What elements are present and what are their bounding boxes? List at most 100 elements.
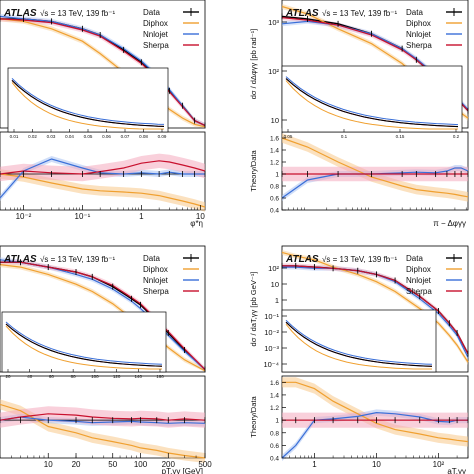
x-tick-label: 10⁻¹ <box>75 212 91 221</box>
ratio-y-tick-label: 0.4 <box>270 208 279 215</box>
x-tick-label: 200 <box>162 460 176 469</box>
inset-tick-label: 0.01 <box>10 134 19 139</box>
band-diphox <box>0 16 205 128</box>
ratio-y-tick-label: 1.4 <box>270 392 279 399</box>
inset-tick-label: 160 <box>156 374 164 379</box>
energy-label: √s = 13 TeV, 139 fb⁻¹ <box>322 9 397 18</box>
inset-tick-label: 120 <box>113 374 121 379</box>
inset-line-diphox <box>285 80 458 130</box>
x-tick-label: 1 <box>139 212 144 221</box>
legend-entry-data: Data <box>143 8 160 17</box>
ratio-y-tick-label: 1.4 <box>270 148 279 155</box>
ratio-y-tick-label: 0.6 <box>270 196 279 203</box>
y-tick-label: 10² <box>268 264 279 273</box>
x-axis-label: pT,γγ [GeV] <box>162 467 203 474</box>
x-tick-label: 500 <box>198 460 212 469</box>
inset-line-nnlojet <box>285 319 433 365</box>
inset-line-nnlojet <box>285 76 459 126</box>
ratio-y-tick-label: 0.8 <box>270 184 279 191</box>
inset-tick-label: 0.09 <box>158 134 167 139</box>
legend-entry-nnlojet: Nnlojet <box>406 276 432 285</box>
legend-entry-data: Data <box>406 8 423 17</box>
x-tick-label: 1 <box>312 460 317 469</box>
inset-tick-label: 0.2 <box>453 134 460 139</box>
ratio-line-nnlojet <box>281 411 468 459</box>
band-diphox <box>0 262 205 372</box>
legend-entry-nnlojet: Nnlojet <box>143 30 169 39</box>
inset-line-diphox <box>5 325 162 370</box>
y-tick-label: 10 <box>271 280 279 289</box>
inset-frame <box>281 309 437 373</box>
ratio-line-nnlojet <box>0 158 205 199</box>
ratio-y-tick-label: 1.6 <box>270 136 279 143</box>
inset-line-diphox <box>285 323 432 370</box>
panel-top-right: 0.05 0.1 0.15 0.2 ATLAS √s = 13 TeV, 139 fb⁻¹… <box>249 0 469 228</box>
ratio-axis-label: Theory/Data <box>249 396 258 438</box>
inset-line-nnlojet <box>5 321 163 365</box>
x-axis-label: aT,γγ <box>447 467 466 474</box>
inset-line-diphox <box>11 82 164 130</box>
x-tick-label: 10 <box>196 212 205 221</box>
y-axis-label: dσ / daT,γγ [pb GeV⁻¹] <box>249 272 258 347</box>
inset-tick-label: 0.04 <box>65 134 74 139</box>
legend-entry-data: Data <box>406 254 423 263</box>
x-tick-label: 10 <box>44 460 53 469</box>
energy-label: √s = 13 TeV, 139 fb⁻¹ <box>40 255 115 264</box>
legend-entry-sherpa: Sherpa <box>406 287 432 296</box>
legend-entry-diphox: Diphox <box>143 19 168 28</box>
ratio-y-tick-label: 1.6 <box>270 380 279 387</box>
series-line-sherpa <box>0 18 206 127</box>
legend-entry-diphox: Diphox <box>143 265 168 274</box>
ratio-y-tick-label: 0.4 <box>270 456 279 463</box>
inset-tick-label: 0.1 <box>341 134 348 139</box>
inset-tick-label: 60 <box>49 374 55 379</box>
y-tick-label: 10 <box>271 116 279 125</box>
x-tick-label: 50 <box>108 460 117 469</box>
x-tick-label: 10 <box>372 460 381 469</box>
ratio-band-diphox <box>282 377 468 447</box>
ratio-line-diphox <box>281 137 469 198</box>
series-line-nnlojet <box>0 15 206 127</box>
series-line-sherpa <box>0 261 206 371</box>
inset-line-data <box>5 323 163 367</box>
ratio-axis-label: Theory/Data <box>249 150 258 192</box>
legend-entry-nnlojet: Nnlojet <box>406 30 432 39</box>
inset-frame <box>7 67 169 133</box>
legend-entry-nnlojet: Nnlojet <box>143 276 169 285</box>
energy-label: √s = 13 TeV, 139 fb⁻¹ <box>322 255 397 264</box>
inset-tick-label: 0.15 <box>396 134 405 139</box>
ratio-band-diphox <box>282 133 468 202</box>
ratio-y-tick-label: 1.2 <box>270 405 279 412</box>
inset-tick-label: 0.07 <box>121 134 130 139</box>
ratio-line-diphox <box>0 403 206 459</box>
atlas-label: ATLAS <box>3 8 37 19</box>
band-sherpa <box>0 16 205 128</box>
ratio-line-nnlojet <box>0 416 206 424</box>
x-tick-label: 100 <box>134 460 148 469</box>
ratio-line-sherpa <box>0 413 206 421</box>
atlas-label: ATLAS <box>3 254 37 265</box>
x-tick-label: 10⁻² <box>16 212 32 221</box>
x-axis-label: π − Δφγγ <box>433 219 466 228</box>
y-tick-label: 10⁻³ <box>264 344 279 353</box>
y-tick-label: 1 <box>275 296 279 305</box>
inset-tick-label: 0.08 <box>139 134 148 139</box>
legend-entry-sherpa: Sherpa <box>406 41 432 50</box>
panel-bottom-right: ATLAS √s = 13 TeV, 139 fb⁻¹ Data Diphox Nnlo… <box>249 245 469 474</box>
y-tick-label: 10⁻¹ <box>264 312 279 321</box>
inset-tick-label: 100 <box>91 374 99 379</box>
inset-tick-label: 0.06 <box>102 134 111 139</box>
series-line-diphox <box>0 264 206 372</box>
inset-tick-label: 0.03 <box>47 134 56 139</box>
inset-tick-label: 20 <box>5 374 11 379</box>
y-tick-label: 10² <box>268 67 279 76</box>
y-tick-label: 10⁻⁴ <box>263 360 279 369</box>
inset-line-nnlojet <box>11 78 165 125</box>
legend-entry-diphox: Diphox <box>406 265 431 274</box>
inset-frame <box>1 311 167 373</box>
ratio-line-sherpa <box>0 160 206 175</box>
ratio-y-tick-label: 0.8 <box>270 430 279 437</box>
x-tick-label: 10² <box>433 460 445 469</box>
ratio-line-diphox <box>282 381 469 443</box>
